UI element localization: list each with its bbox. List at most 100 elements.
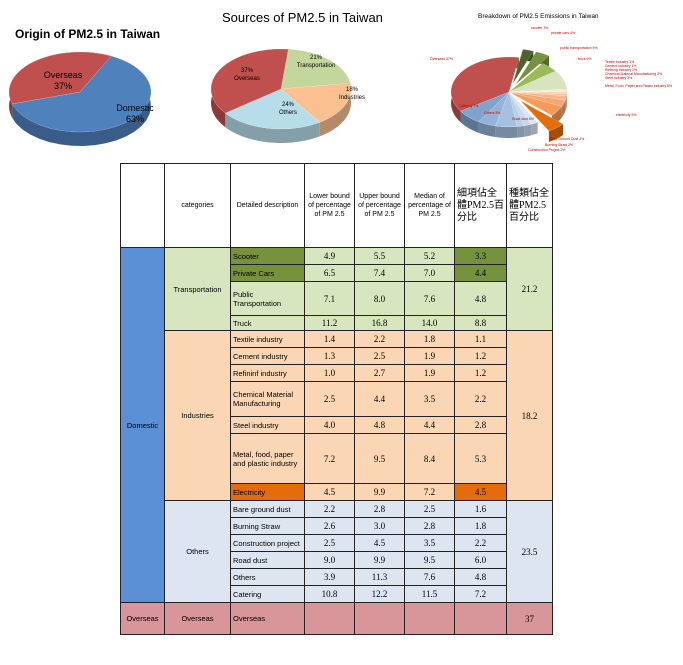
row-lower: 2.5	[304, 534, 355, 552]
row-share: 2.2	[454, 534, 507, 552]
header-type-share: 種類佔全體PM2.5百分比	[506, 163, 553, 248]
row-median: 9.5	[404, 551, 455, 569]
table-row: Burning Straw 2.6 3.0 2.8 1.8	[121, 517, 553, 535]
pie3-slice-3	[508, 70, 568, 93]
row-share: 6.0	[454, 551, 507, 569]
row-lower: 2.2	[304, 500, 355, 518]
row-desc: Metal, food, paper and plastic industry	[230, 433, 305, 484]
row-median: 1.9	[404, 347, 455, 365]
row-lower: 2.5	[304, 381, 355, 417]
pie3-side-16	[460, 111, 479, 133]
table-row: Chemical Material Manufacturing 2.5 4.4 …	[121, 381, 553, 417]
row-lower: 6.5	[304, 264, 355, 282]
row-desc: Overseas	[230, 602, 305, 635]
pie3-slice-6	[508, 91, 568, 97]
row-median: 2.5	[404, 500, 455, 518]
pie3-slice-0	[512, 49, 534, 84]
pie3-side-10	[548, 124, 564, 142]
breakdown-pie-chart	[450, 49, 568, 142]
pie3-slice-5	[508, 91, 568, 94]
row-median: 3.5	[404, 381, 455, 417]
row-lower: 4.9	[304, 247, 355, 265]
breakdown-chart-title: Breakdown of PM2.5 Emissions in Taiwan	[478, 13, 599, 20]
row-desc: Electricity	[230, 483, 305, 501]
row-lower: 1.0	[304, 364, 355, 382]
pie2-label-oth-pct: 24%	[282, 102, 295, 108]
total-overseas: 37	[506, 602, 553, 635]
group-overseas: Overseas	[164, 602, 231, 635]
row-desc: Bare ground dust	[230, 500, 305, 518]
row-upper: 8.0	[354, 281, 405, 316]
group-transportation: Transportation	[164, 247, 231, 331]
pie3-side-8	[561, 100, 566, 118]
row-lower: 1.4	[304, 330, 355, 348]
pie2-label-trans: Transportation	[297, 63, 335, 69]
row-upper: 4.8	[354, 416, 405, 434]
pie3-slice-15	[478, 91, 510, 127]
row-lower: 1.3	[304, 347, 355, 365]
row-median: 7.0	[404, 264, 455, 282]
row-share: 5.3	[454, 433, 507, 484]
row-median: 11.5	[404, 585, 455, 603]
row-lower	[304, 602, 355, 635]
pie2-label-ind: Industries	[339, 95, 365, 101]
total-transportation: 21.2	[506, 247, 553, 331]
table-row: Road dust 9.0 9.9 9.5 6.0	[121, 551, 553, 569]
pie3-slice-14	[495, 91, 518, 128]
pie3-label-refining: Refining industry 1%	[605, 68, 637, 72]
row-median: 7.6	[404, 568, 455, 586]
pie3-label-steel: Steel industry 3%	[605, 76, 632, 80]
pie3-slice-2	[508, 63, 556, 93]
row-upper: 9.5	[354, 433, 405, 484]
pie2-slice-3	[210, 48, 289, 114]
pie1-label-domestic-pct: 63%	[126, 114, 144, 124]
pie3-label-scooter: scooter 3%	[531, 26, 549, 30]
pie2-label-ind-pct: 18%	[346, 87, 359, 93]
row-upper: 2.2	[354, 330, 405, 348]
row-upper: 2.7	[354, 364, 405, 382]
table-row: Refininf industry 1.0 2.7 1.9 1.2	[121, 364, 553, 382]
pie2-slice-0	[280, 49, 351, 90]
table-row: Electricity 4.5 9.9 7.2 4.5	[121, 483, 553, 501]
origin-overseas-cell: Overseas	[120, 602, 165, 635]
row-share: 3.3	[454, 247, 507, 265]
pie3-slice-1	[515, 51, 550, 85]
row-share: 1.2	[454, 347, 507, 365]
row-lower: 9.0	[304, 551, 355, 569]
pie2-side-1	[319, 83, 351, 137]
row-median: 5.2	[404, 247, 455, 265]
row-median: 7.6	[404, 281, 455, 316]
row-share: 4.4	[454, 264, 507, 282]
row-desc: Burning Straw	[230, 517, 305, 535]
pie1-slice-1	[8, 51, 112, 105]
row-share: 7.2	[454, 585, 507, 603]
pie2-slice-1	[280, 82, 352, 123]
pie-charts-area: Overseas 37% Domestic 63% 21% Transporta…	[8, 26, 672, 152]
row-lower: 7.1	[304, 281, 355, 316]
row-upper: 2.8	[354, 500, 405, 518]
row-upper: 12.2	[354, 585, 405, 603]
sources-chart-title: Sources of PM2.5 in Taiwan	[222, 10, 383, 25]
row-desc: Public Transportation	[230, 281, 305, 316]
pie1-slice-0	[11, 55, 152, 133]
pie2-label-ovs-pct: 37%	[241, 68, 254, 74]
table-row: Overseas Overseas Overseas 37	[120, 602, 553, 635]
table-row: Industries Textile industry 1.4 2.2 1.8 …	[121, 330, 553, 501]
pie2-slice-2	[224, 88, 321, 130]
pie3-label-cement: Cement industry 1%	[605, 64, 637, 68]
row-upper: 7.4	[354, 264, 405, 282]
row-desc: Others	[230, 568, 305, 586]
header-detailed-description: Detailed description	[230, 163, 305, 248]
row-median: 1.9	[404, 364, 455, 382]
row-median: 1.8	[404, 330, 455, 348]
row-share: 2.2	[454, 381, 507, 417]
origin-domestic-cell: Domestic	[120, 247, 165, 603]
row-lower: 10.8	[304, 585, 355, 603]
row-share: 1.2	[454, 364, 507, 382]
row-desc: Textile industry	[230, 330, 305, 348]
table-row: Domestic Transportation Scooter 4.9 5.5 …	[120, 247, 553, 603]
pie3-label-chemical: Chemical Material Manufacturing 2%	[605, 72, 662, 76]
table-row: Metal, food, paper and plastic industry …	[121, 433, 553, 484]
row-upper	[354, 602, 405, 635]
row-median: 14.0	[404, 315, 455, 331]
